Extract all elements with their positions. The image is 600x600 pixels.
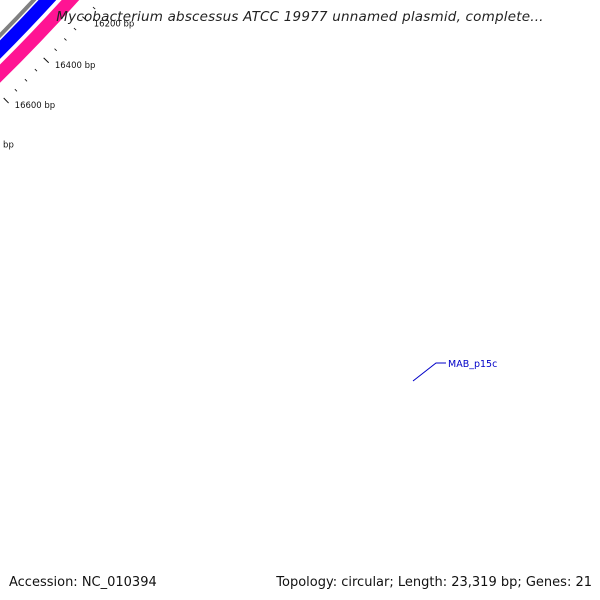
major-tick <box>43 57 50 64</box>
tick-label: 16400 bp <box>55 61 96 71</box>
tick-label: 16200 bp <box>94 19 135 29</box>
tick-label: 16600 bp <box>15 101 56 111</box>
scale-ticks: 15000 bp15200 bp15400 bp15600 bp15800 bp… <box>0 6 135 150</box>
minor-tick <box>14 88 18 92</box>
minor-tick <box>63 38 67 41</box>
minor-tick <box>54 48 57 52</box>
major-tick <box>3 97 9 104</box>
minor-tick <box>92 6 96 10</box>
minor-tick <box>73 27 77 31</box>
map-title: Mycobacterium abscessus ATCC 19977 unnam… <box>56 9 544 25</box>
feature-labels: MAB_p15c <box>412 359 497 382</box>
minor-tick <box>34 68 38 72</box>
feature-label-mab-p15c[interactable]: MAB_p15c <box>448 359 497 370</box>
accession-label: Accession: NC_010394 <box>7 575 159 590</box>
tick-label: 16800 bp <box>0 140 14 150</box>
minor-tick <box>24 78 28 82</box>
feature-leader-line <box>412 362 446 382</box>
reverse-strand-gene[interactable] <box>0 0 159 162</box>
major-tick <box>82 16 88 22</box>
sequence-summary: Topology: circular; Length: 23,319 bp; G… <box>274 575 594 590</box>
forward-strand-gene[interactable] <box>0 0 178 175</box>
